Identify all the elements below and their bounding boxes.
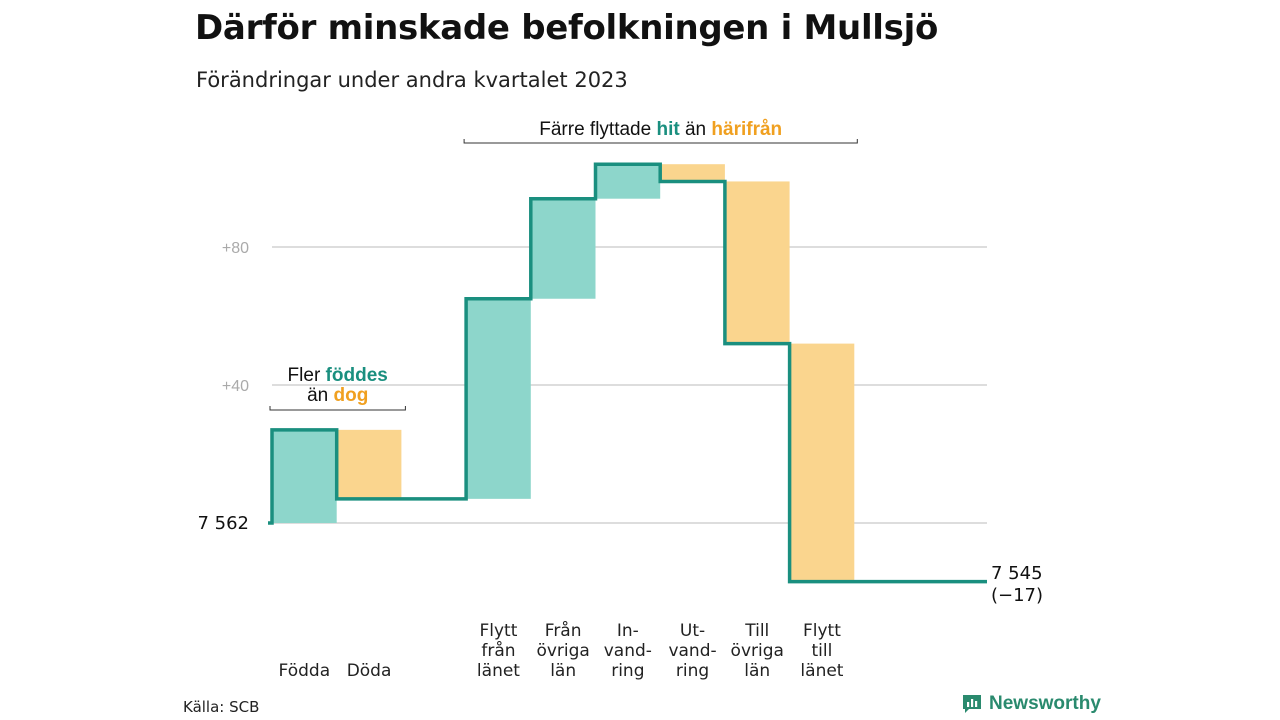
annotation-word: hit bbox=[656, 119, 680, 140]
category-label: Döda bbox=[347, 661, 392, 681]
bar-födda bbox=[273, 429, 337, 523]
annotation-word: Fler bbox=[288, 365, 326, 386]
annotation-word: dog bbox=[333, 385, 368, 406]
start-value-label: 7 562 bbox=[197, 513, 249, 534]
category-label: övriga bbox=[536, 641, 589, 661]
end-value-label: 7 545 bbox=[991, 563, 1043, 584]
category-label: Ut- bbox=[680, 621, 705, 641]
bar-flytt-till-länet bbox=[790, 343, 855, 582]
category-label: Från bbox=[545, 620, 582, 641]
annotation-word: Färre flyttade bbox=[539, 119, 656, 140]
category-label: Till bbox=[744, 621, 769, 641]
annotation-born-line2: än dog bbox=[307, 385, 368, 406]
brand-logo[interactable]: Newsworthy bbox=[961, 693, 1101, 715]
end-change-label: (−17) bbox=[991, 585, 1043, 606]
y-tick-label: +40 bbox=[222, 378, 249, 395]
category-label: från bbox=[481, 640, 515, 661]
annotation-born-line1: Fler föddes bbox=[288, 365, 388, 386]
category-label: län bbox=[744, 661, 770, 681]
category-label: ring bbox=[611, 661, 644, 681]
category-label: vand- bbox=[604, 641, 652, 661]
bar-flytt-från-länet bbox=[467, 298, 531, 499]
annotation-word: än bbox=[680, 119, 712, 140]
bar-ut--vand--ring bbox=[661, 164, 725, 182]
category-label: Flytt bbox=[479, 621, 517, 641]
brand-name: Newsworthy bbox=[989, 693, 1101, 714]
category-label: Födda bbox=[279, 661, 331, 681]
source-note: Källa: SCB bbox=[183, 698, 260, 716]
category-label: övriga bbox=[731, 641, 784, 661]
annotation-moved-bracket bbox=[463, 139, 858, 144]
annotation-moved: Färre flyttade hit än härifrån bbox=[539, 119, 782, 140]
category-label: län bbox=[550, 661, 576, 681]
category-label: In- bbox=[617, 621, 639, 641]
chart-title: Därför minskade befolkningen i Mullsjö bbox=[195, 8, 939, 48]
annotation-word: härifrån bbox=[711, 119, 782, 140]
chart-subtitle: Förändringar under andra kvartalet 2023 bbox=[196, 68, 628, 92]
category-label: till bbox=[812, 641, 833, 661]
category-label: ring bbox=[676, 661, 709, 681]
annotation-word: än bbox=[307, 385, 333, 406]
bar-döda bbox=[337, 429, 402, 499]
cumulative-line bbox=[268, 162, 987, 584]
y-tick-label: +80 bbox=[222, 240, 249, 257]
bar-från-övriga-län bbox=[531, 198, 596, 299]
bar-chart-icon bbox=[963, 695, 981, 713]
bar-till-övriga-län bbox=[725, 181, 790, 344]
annotation-word: föddes bbox=[326, 365, 388, 386]
annotation-born-bracket bbox=[269, 406, 406, 411]
category-label: länet bbox=[800, 661, 843, 681]
category-label: länet bbox=[477, 661, 520, 681]
category-label: Flytt bbox=[803, 621, 841, 641]
category-label: vand- bbox=[668, 641, 716, 661]
bar-in--vand--ring bbox=[596, 164, 661, 199]
